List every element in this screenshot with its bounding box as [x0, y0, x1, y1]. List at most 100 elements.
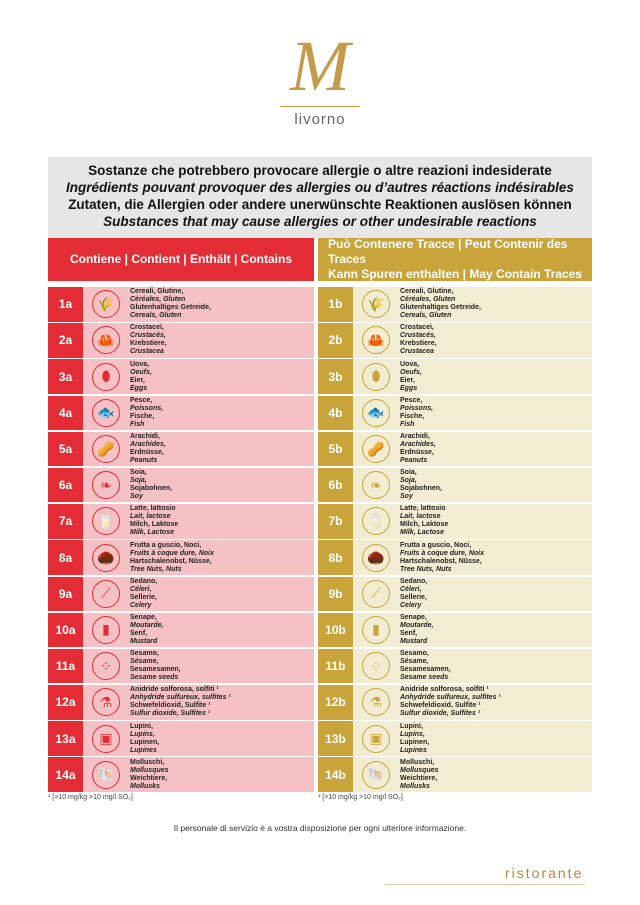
name-it: Anidride solforosa, solfiti ¹ — [400, 686, 489, 694]
allergen-names: Latte, lattosio Lait, lactose Milch, Lak… — [130, 505, 178, 537]
name-it: Sedano, — [130, 577, 158, 585]
allergen-row: 6a ❧ Soia, Soja, Sojabohnen, Soy — [48, 467, 314, 503]
allergen-code: 5a — [48, 431, 83, 467]
allergen-names: Crostacei, Crustacés, Krebstiere, Crusta… — [400, 324, 437, 356]
allergen-code: 14a — [48, 757, 83, 792]
allergen-code: 9a — [48, 576, 83, 611]
name-it: Cereali, Glutine, — [400, 288, 454, 296]
egg-icon: ⬮ — [362, 362, 390, 391]
peanut-icon: 🥜 — [92, 435, 120, 463]
egg-icon: ⬮ — [92, 362, 120, 391]
allergen-code: 13b — [318, 721, 353, 756]
allergen-names: Uova, Oeufs, Eier, Eggs — [400, 361, 422, 393]
lupin-icon: ▣ — [92, 724, 120, 753]
name-it: Arachidi, — [130, 433, 160, 440]
footer-divider — [385, 884, 585, 885]
name-fr: Céleri, — [400, 585, 422, 593]
name-de: Sesamesamen, — [400, 666, 451, 674]
allergen-code: 5b — [318, 431, 353, 467]
name-en: Sesame seeds — [400, 674, 449, 682]
name-de: Glutenhaltiges Getreide, — [130, 304, 211, 312]
allergen-code: 4b — [318, 395, 353, 431]
allergen-names: Latte, lattosio Lait, lactose Milch, Lak… — [400, 505, 448, 537]
name-it: Crostacei, — [400, 324, 434, 332]
service-info: Il personale di servizio è a vostra disp… — [173, 823, 467, 833]
allergen-names: Sesamo, Sésame, Sesamesamen, Sesame seed… — [400, 650, 451, 682]
name-en: Celery — [130, 601, 152, 609]
name-it: Molluschi, — [400, 758, 435, 766]
fish-icon: 🐟 — [362, 398, 390, 427]
allergen-code: 13a — [48, 721, 83, 756]
allergen-code: 11b — [318, 648, 353, 684]
traces-column: Può Contenere Tracce | Peut Contenir des… — [318, 237, 592, 801]
allergen-names: Arachidi, Arachides, Erdnüsse, Peanuts — [130, 433, 166, 465]
name-it: Soia, — [130, 469, 147, 477]
allergen-code: 2b — [318, 323, 353, 358]
name-fr: Lait, lactose — [400, 513, 441, 521]
name-en: Cereals, Gluten — [400, 312, 452, 320]
name-it: Pesce, — [130, 396, 153, 404]
allergen-code: 8b — [318, 540, 353, 575]
allergen-names: Pesce, Poissons, Fische, Fish — [130, 397, 163, 429]
allergen-names: Sesamo, Sésame, Sesamesamen, Sesame seed… — [130, 650, 181, 682]
allergen-code: 9b — [318, 576, 353, 611]
name-de: Erdnüsse, — [400, 449, 434, 456]
wheat-icon: 🌾 — [92, 290, 120, 319]
name-it: Frutta a guscio, Noci, — [130, 541, 202, 549]
name-it: Molluschi, — [130, 758, 165, 766]
celery-icon: ⟋ — [92, 579, 120, 608]
allergen-row: 9b ⟋ Sedano, Céleri, Sellerie, Celery — [318, 576, 592, 611]
title-it: Sostanze che potrebbero provocare allerg… — [88, 163, 552, 178]
milk-icon: 🥛 — [362, 507, 390, 536]
fish-icon: 🐟 — [92, 398, 120, 427]
name-fr: Lupins, — [130, 730, 155, 738]
allergen-code: 3a — [48, 359, 83, 394]
name-fr: Céréales, Gluten — [400, 296, 456, 304]
name-de: Senf, — [400, 629, 418, 637]
name-fr: Crustacés, — [130, 332, 166, 340]
name-it: Senape, — [130, 613, 157, 621]
name-en: Soy — [400, 493, 413, 501]
name-it: Sesamo, — [130, 650, 159, 658]
allergen-names: Sedano, Céleri, Sellerie, Celery — [400, 578, 427, 610]
allergen-names: Frutta a guscio, Noci, Fruits à coque du… — [130, 542, 214, 574]
allergen-row: 2b 🦀 Crostacei, Crustacés, Krebstiere, C… — [318, 323, 592, 358]
name-de: Eier, — [130, 376, 145, 384]
allergen-names: Soia, Soja, Sojabohnen, Soy — [400, 469, 442, 501]
name-de: Weichtiere, — [400, 774, 438, 782]
allergen-code: 8a — [48, 540, 83, 575]
name-fr: Céréales, Gluten — [130, 296, 186, 304]
name-it: Frutta a guscio, Noci, — [400, 541, 472, 549]
allergen-row: 10b ▮ Senape, Moutarde, Senf, Mustard — [318, 612, 592, 648]
allergen-row: 1b 🌾 Cereali, Glutine, Céréales, Gluten … — [318, 287, 592, 322]
allergen-code: 11a — [48, 648, 83, 684]
name-de: Hartschalenobst, Nüsse, — [130, 557, 212, 565]
traces-header: Può Contenere Tracce | Peut Contenir des… — [318, 237, 592, 281]
name-de: Eier, — [400, 376, 415, 384]
name-de: Sojabohnen, — [400, 485, 442, 493]
nut-icon: 🌰 — [362, 543, 390, 572]
title-en: Substances that may cause allergies or o… — [103, 214, 537, 229]
name-en: Milk, Lactose — [400, 529, 444, 537]
allergen-names: Sedano, Céleri, Sellerie, Celery — [130, 578, 157, 610]
name-en: Sulfur dioxide, Sulfites ¹ — [400, 710, 481, 718]
allergen-row: 11b ⁘ Sesamo, Sésame, Sesamesamen, Sesam… — [318, 648, 592, 684]
allergen-names: Arachidi, Arachides, Erdnüsse, Peanuts — [400, 433, 436, 465]
name-fr: Oeufs, — [400, 368, 422, 376]
name-en: Celery — [400, 601, 422, 609]
allergen-code: 12a — [48, 685, 83, 720]
allergen-row: 13b ▣ Lupini, Lupins, Lupinen, Lupines — [318, 721, 592, 756]
name-it: Lupini, — [130, 722, 153, 730]
name-en: Peanuts — [130, 457, 158, 464]
allergen-names: Frutta a guscio, Noci, Fruits à coque du… — [400, 542, 484, 574]
contains-header: Contiene | Contient | Enthält | Contains — [48, 238, 314, 281]
name-fr: Oeufs, — [130, 368, 152, 376]
name-it: Anidride solforosa, solfiti ¹ — [130, 686, 219, 694]
name-en: Lupines — [130, 746, 157, 754]
shell-icon: 🐚 — [92, 760, 120, 789]
allergen-code: 14b — [318, 757, 353, 792]
allergen-row: 10a ▮ Senape, Moutarde, Senf, Mustard — [48, 612, 314, 648]
allergen-code: 1b — [318, 287, 353, 322]
logo-mark: M — [290, 26, 350, 106]
name-fr: Soja, — [130, 477, 147, 485]
